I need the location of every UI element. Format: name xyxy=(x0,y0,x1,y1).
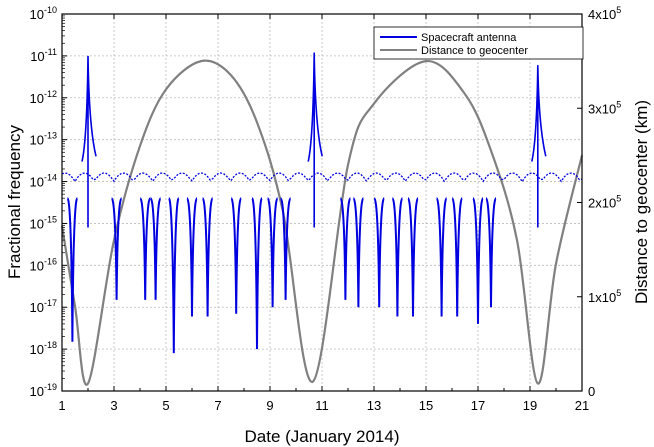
antenna-dip xyxy=(266,197,279,308)
x-tick-label: 17 xyxy=(471,398,485,413)
legend-box xyxy=(373,26,584,60)
antenna-dip xyxy=(230,197,243,314)
x-tick-label: 3 xyxy=(110,398,117,413)
x-tick-label: 13 xyxy=(367,398,381,413)
antenna-dip xyxy=(352,197,365,308)
antenna-dip xyxy=(451,197,464,317)
antenna-dip xyxy=(407,197,419,317)
x-tick-label: 5 xyxy=(162,398,169,413)
y-left-tick-label: 10-14 xyxy=(30,173,57,190)
y-left-tick-label: 10-12 xyxy=(30,89,57,106)
y-left-tick-label: 10-18 xyxy=(30,340,57,357)
distance-line xyxy=(60,59,584,386)
antenna-baseline xyxy=(61,172,583,183)
x-tick-labels: 1 3 5 7 9 11 13 15 17 19 21 xyxy=(58,398,589,413)
antenna-dip xyxy=(339,197,352,300)
legend: Spacecraft antenna Distance to geocenter xyxy=(373,26,584,60)
x-tick-label: 1 xyxy=(58,398,65,413)
antenna-dip xyxy=(435,197,448,317)
antenna-dip xyxy=(139,197,152,300)
antenna-spike xyxy=(81,55,97,228)
x-tick-label: 21 xyxy=(575,398,589,413)
y-right-tick-label: 4x105 xyxy=(588,5,621,22)
x-axis-title: Date (January 2014) xyxy=(245,427,400,446)
x-tick-label: 15 xyxy=(419,398,433,413)
legend-antenna-label: Spacecraft antenna xyxy=(421,32,517,44)
antenna-dip xyxy=(186,197,198,317)
y-left-tick-label: 10-16 xyxy=(30,256,57,273)
y-left-tick-label: 10-13 xyxy=(30,131,57,148)
antenna-dip xyxy=(373,197,386,308)
y-left-tick-label: 10-10 xyxy=(30,5,57,22)
y-right-tick-label: 1x105 xyxy=(588,288,621,305)
axis-ticks xyxy=(61,13,583,392)
legend-distance-label: Distance to geocenter xyxy=(421,45,528,57)
y-left-tick-label: 10-17 xyxy=(30,298,57,315)
y-left-tick-label: 10-15 xyxy=(30,214,57,231)
y-left-axis-title: Fractional frequency xyxy=(5,124,24,279)
x-tick-label: 9 xyxy=(266,398,273,413)
gridlines xyxy=(62,14,582,391)
antenna-dip xyxy=(167,197,180,354)
antenna-spike xyxy=(307,52,323,228)
y-right-tick-labels: 0 1x105 2x105 3x105 4x105 xyxy=(588,5,621,399)
y-right-tick-label: 0 xyxy=(588,384,595,399)
y-left-tick-labels: 10-19 10-18 10-17 10-16 10-15 10-14 10-13 10-12… xyxy=(30,5,57,399)
x-tick-label: 11 xyxy=(315,398,329,413)
antenna-dip xyxy=(251,197,263,350)
antenna-spike xyxy=(531,65,547,228)
antenna-dip xyxy=(201,197,214,317)
antenna-dip xyxy=(149,197,162,300)
y-left-tick-label: 10-19 xyxy=(30,382,57,399)
y-left-tick-label: 10-11 xyxy=(30,47,57,64)
y-right-axis-title: Distance to geocenter (km) xyxy=(632,100,651,304)
x-tick-label: 7 xyxy=(214,398,221,413)
y-right-tick-label: 3x105 xyxy=(588,99,621,116)
x-tick-label: 19 xyxy=(523,398,537,413)
antenna-dip xyxy=(485,197,497,308)
y-right-tick-label: 2x105 xyxy=(588,194,621,211)
antenna-dip xyxy=(391,197,404,317)
antenna-dip xyxy=(472,197,484,324)
distance-series xyxy=(60,59,584,386)
